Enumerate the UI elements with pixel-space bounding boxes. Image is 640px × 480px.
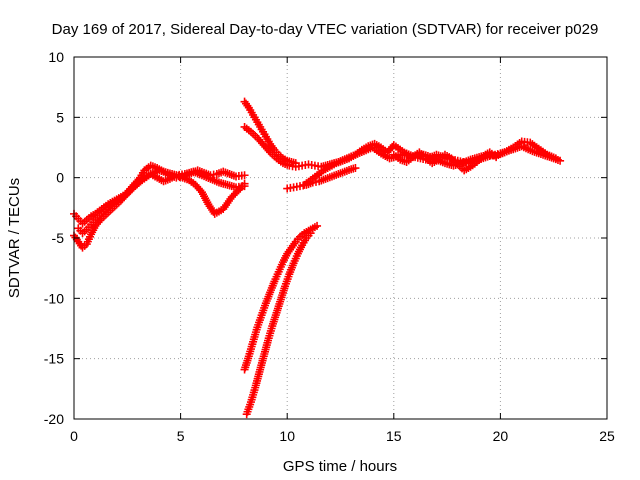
x-axis-label: GPS time / hours <box>283 458 397 475</box>
data-point <box>313 221 322 230</box>
data-point <box>556 156 565 165</box>
data-point <box>306 229 315 238</box>
y-tick-label: -15 <box>44 351 64 367</box>
chart-title: Day 169 of 2017, Sidereal Day-to-day VTE… <box>52 21 599 38</box>
plot-frame <box>73 56 608 420</box>
series-4 <box>240 221 322 374</box>
grid-lines <box>74 57 607 419</box>
data-point <box>351 164 360 173</box>
data-point <box>551 154 560 163</box>
data-point <box>240 182 249 191</box>
y-tick-label: -20 <box>44 411 64 427</box>
data-points <box>70 97 565 419</box>
y-axis-label: SDTVAR / TECUs <box>6 178 23 298</box>
data-point <box>492 153 501 162</box>
y-tick-label: 10 <box>48 49 64 65</box>
y-tick-label: -10 <box>44 290 64 306</box>
series-3 <box>74 166 249 238</box>
data-point <box>264 146 273 155</box>
x-tick-label: 25 <box>599 428 615 444</box>
y-tick-label: -5 <box>52 230 65 246</box>
axis-ticks: 0 5 10 15 20 25 -20 -15 -10 -5 0 5 10 <box>44 49 615 444</box>
x-tick-label: 20 <box>493 428 509 444</box>
y-tick-label: 0 <box>56 170 64 186</box>
x-tick-label: 10 <box>279 428 295 444</box>
series-5 <box>242 229 315 419</box>
series-6 <box>240 97 300 168</box>
x-tick-label: 0 <box>70 428 78 444</box>
series-10 <box>389 148 501 175</box>
x-tick-label: 15 <box>386 428 402 444</box>
data-point <box>240 171 249 180</box>
y-tick-label: 5 <box>56 109 64 125</box>
x-tick-label: 5 <box>177 428 185 444</box>
